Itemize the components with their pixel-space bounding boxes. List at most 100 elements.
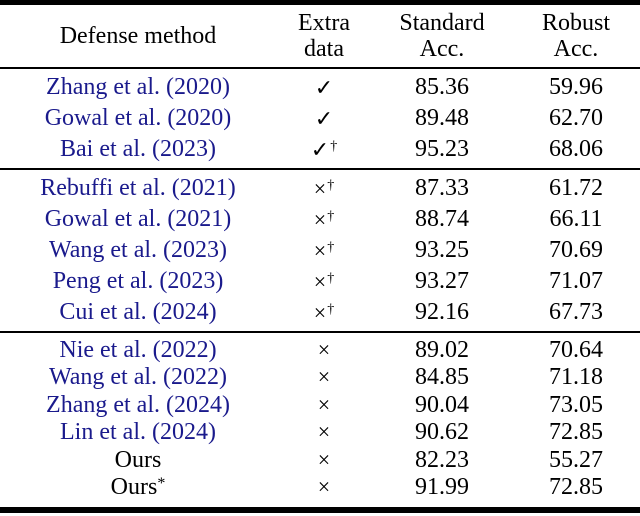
column-header-extra-line2: data: [304, 36, 344, 62]
citation-link[interactable]: Bai et al. (2023): [60, 136, 216, 162]
column-header-extra-data: Extra data: [276, 10, 372, 62]
robust-acc-value: 68.06: [549, 136, 603, 162]
table-row: Gowal et al. (2020) ✓ 89.48 62.70: [0, 103, 640, 134]
table-group-1: Zhang et al. (2020) ✓ 85.36 59.96 Gowal et a…: [0, 69, 640, 168]
extra-data-cell: ×†: [276, 298, 372, 328]
cross-icon: ×: [317, 336, 331, 362]
extra-data-cell: ✓: [276, 104, 372, 134]
dagger-icon: †: [327, 239, 335, 255]
table-bottom-double-rule: [0, 507, 640, 513]
citation-link[interactable]: Wang et al. (2022): [48, 364, 227, 391]
robust-acc-value: 66.11: [549, 206, 603, 232]
extra-data-cell: ×†: [276, 267, 372, 297]
defense-method-cell: Ours: [0, 447, 276, 473]
asterisk-icon: *: [157, 475, 166, 493]
defense-method-cell: Wang et al. (2022): [0, 364, 276, 390]
standard-acc-value: 95.23: [415, 136, 469, 162]
citation-link[interactable]: Gowal et al. (2021): [44, 206, 232, 232]
standard-acc-value: 91.99: [415, 474, 469, 501]
table-row: Nie et al. (2022) × 89.02 70.64: [0, 336, 640, 364]
citation-link[interactable]: Zhang et al. (2024): [46, 391, 230, 418]
standard-acc-value: 88.74: [415, 206, 469, 232]
extra-data-cell: ✓: [276, 73, 372, 103]
robust-acc-value: 70.64: [549, 336, 603, 363]
standard-acc-value: 87.33: [415, 175, 469, 201]
defense-method-cell: Wang et al. (2023): [0, 236, 276, 265]
table-row: Cui et al. (2024) ×† 92.16 67.73: [0, 297, 640, 328]
dagger-icon: †: [330, 138, 338, 154]
extra-data-cell: ×: [276, 419, 372, 445]
robust-acc-value: 72.85: [549, 419, 603, 446]
column-header-standard-line1: Standard: [399, 10, 485, 36]
defense-method-cell: Ours*: [0, 474, 276, 500]
table-row: Wang et al. (2023) ×† 93.25 70.69: [0, 235, 640, 266]
table-row: Ours × 82.23 55.27: [0, 446, 640, 474]
robust-acc-value: 71.18: [549, 364, 603, 391]
standard-acc-value: 90.62: [415, 419, 469, 446]
extra-data-cell: ✓†: [276, 135, 372, 165]
defense-method-cell: Zhang et al. (2024): [0, 392, 276, 418]
table-group-2: Rebuffi et al. (2021) ×† 87.33 61.72 Gowal e…: [0, 170, 640, 331]
column-header-standard-acc: Standard Acc.: [372, 10, 512, 62]
robust-acc-value: 71.07: [549, 268, 603, 294]
robust-acc-value: 67.73: [549, 299, 603, 325]
standard-acc-value: 92.16: [415, 299, 469, 325]
extra-data-cell: ×: [276, 447, 372, 473]
extra-data-cell: ×†: [276, 236, 372, 266]
citation-link[interactable]: Zhang et al. (2020): [46, 74, 230, 100]
citation-link[interactable]: Cui et al. (2024): [59, 299, 217, 325]
extra-data-cell: ×†: [276, 205, 372, 235]
citation-link[interactable]: Nie et al. (2022): [59, 336, 217, 363]
cross-icon: ×: [317, 391, 331, 417]
extra-data-cell: ×: [276, 392, 372, 418]
extra-data-cell: ×: [276, 474, 372, 500]
dagger-icon: †: [327, 177, 335, 193]
table-row: Peng et al. (2023) ×† 93.27 71.07: [0, 266, 640, 297]
citation-link[interactable]: Gowal et al. (2020): [44, 105, 232, 131]
defense-method-cell: Nie et al. (2022): [0, 337, 276, 363]
check-icon: ✓: [314, 74, 334, 100]
table-row: Zhang et al. (2024) × 90.04 73.05: [0, 391, 640, 419]
cross-icon: ×: [313, 237, 327, 263]
column-header-robust-line2: Acc.: [553, 36, 599, 62]
table-row: Wang et al. (2022) × 84.85 71.18: [0, 364, 640, 392]
dagger-icon: †: [327, 208, 335, 224]
citation-link[interactable]: Lin et al. (2024): [60, 419, 216, 446]
standard-acc-value: 90.04: [415, 391, 469, 418]
table-row: Zhang et al. (2020) ✓ 85.36 59.96: [0, 72, 640, 103]
robust-acc-value: 55.27: [549, 446, 603, 473]
check-icon: ✓: [310, 136, 330, 162]
citation-link[interactable]: Wang et al. (2023): [48, 237, 227, 263]
table-row: Ours* × 91.99 72.85: [0, 474, 640, 502]
standard-acc-value: 84.85: [415, 364, 469, 391]
cross-icon: ×: [317, 364, 331, 390]
column-header-robust-line1: Robust: [541, 10, 610, 36]
standard-acc-value: 89.48: [415, 105, 469, 131]
defense-method-cell: Zhang et al. (2020): [0, 73, 276, 102]
method-label: Ours: [114, 446, 162, 473]
defense-method-cell: Rebuffi et al. (2021): [0, 174, 276, 203]
table-row: Bai et al. (2023) ✓† 95.23 68.06: [0, 134, 640, 165]
defense-method-cell: Cui et al. (2024): [0, 298, 276, 327]
header-separator-rule: [0, 67, 640, 69]
defense-method-cell: Gowal et al. (2021): [0, 205, 276, 234]
robust-acc-value: 59.96: [549, 74, 603, 100]
standard-acc-value: 82.23: [415, 446, 469, 473]
group-separator-rule: [0, 331, 640, 333]
citation-link[interactable]: Peng et al. (2023): [52, 268, 224, 294]
standard-acc-value: 93.25: [415, 237, 469, 263]
robust-acc-value: 73.05: [549, 391, 603, 418]
robust-acc-value: 72.85: [549, 474, 603, 501]
defense-method-cell: Peng et al. (2023): [0, 267, 276, 296]
table-header-row: Defense method Extra data Standard Acc. …: [0, 5, 640, 67]
cross-icon: ×: [317, 474, 331, 500]
citation-link[interactable]: Rebuffi et al. (2021): [40, 175, 236, 201]
table-group-3: Nie et al. (2022) × 89.02 70.64 Wang et al. …: [0, 333, 640, 504]
defense-method-cell: Lin et al. (2024): [0, 419, 276, 445]
column-header-extra-line1: Extra: [298, 10, 350, 36]
table-row: Rebuffi et al. (2021) ×† 87.33 61.72: [0, 173, 640, 204]
robust-acc-value: 61.72: [549, 175, 603, 201]
defense-method-cell: Bai et al. (2023): [0, 135, 276, 164]
dagger-icon: †: [327, 270, 335, 286]
